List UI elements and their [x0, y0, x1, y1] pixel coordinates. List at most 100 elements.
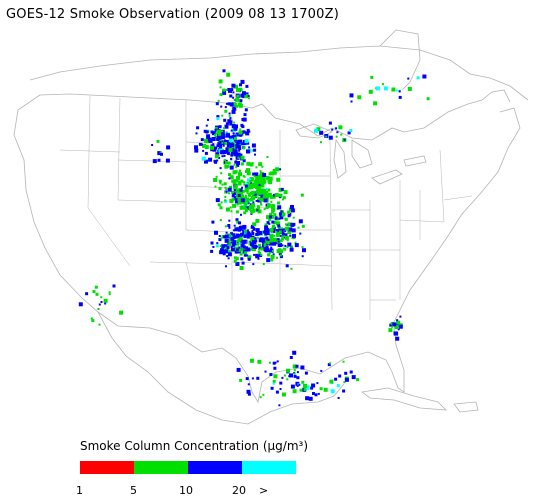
smoke-pixel-971 [219, 86, 222, 89]
smoke-pixel-339 [232, 180, 237, 185]
smoke-pixel-694 [227, 233, 232, 238]
smoke-pixel-281 [240, 194, 244, 199]
smoke-pixel-61 [222, 144, 225, 147]
smoke-pixel-451 [250, 211, 253, 214]
smoke-pixel-655 [240, 243, 245, 248]
smoke-pixel-981 [247, 95, 250, 98]
smoke-pixel-393 [242, 190, 245, 193]
smoke-pixel-304 [246, 191, 249, 194]
smoke-pixel-983 [242, 91, 246, 96]
smoke-pixel-867 [266, 238, 269, 241]
smoke-pixel-783 [276, 256, 279, 259]
smoke-pixel-507 [218, 187, 222, 190]
smoke-pixel-1141 [98, 303, 101, 306]
smoke-pixel-441 [219, 182, 222, 185]
smoke-pixel-708 [228, 226, 231, 229]
smoke-pixel-26 [228, 114, 231, 117]
smoke-pixel-789 [257, 230, 262, 235]
smoke-pixel-172 [239, 128, 242, 131]
smoke-pixel-1026 [310, 386, 314, 390]
smoke-pixel-733 [240, 225, 245, 230]
smoke-pixel-858 [280, 210, 283, 213]
smoke-pixel-1053 [344, 371, 348, 375]
smoke-pixel-442 [264, 194, 269, 199]
smoke-pixel-822 [284, 230, 287, 233]
smoke-pixel-522 [252, 204, 255, 206]
smoke-pixel-768 [239, 236, 243, 240]
smoke-pixel-979 [244, 108, 248, 112]
smoke-pixel-246 [236, 175, 240, 180]
smoke-pixel-617 [235, 257, 239, 261]
smoke-pixel-23 [232, 132, 235, 135]
smoke-pixel-203 [214, 160, 218, 164]
smoke-pixel-1027 [317, 392, 320, 395]
smoke-pixel-198 [230, 143, 235, 148]
smoke-pixel-833 [261, 241, 264, 244]
smoke-pixel-302 [273, 193, 276, 197]
smoke-pixel-797 [224, 238, 229, 243]
smoke-pixel-32 [236, 163, 240, 167]
smoke-pixel-523 [244, 184, 248, 188]
smoke-pixel-1103 [328, 121, 332, 125]
smoke-pixel-859 [287, 230, 292, 235]
page-title: GOES-12 Smoke Observation (2009 08 13 17… [6, 7, 339, 22]
smoke-pixel-820 [288, 212, 292, 216]
smoke-pixel-1118 [391, 87, 396, 92]
smoke-pixel-902 [271, 210, 275, 214]
smoke-pixel-317 [239, 169, 241, 172]
smoke-pixel-1139 [85, 292, 89, 296]
smoke-pixel-1124 [382, 83, 384, 86]
smoke-pixel-52 [205, 124, 208, 127]
smoke-pixel-44 [235, 132, 240, 137]
smoke-pixel-532 [269, 248, 274, 253]
smoke-pixel-973 [227, 102, 231, 106]
smoke-pixel-1163 [157, 158, 161, 162]
smoke-pixel-452 [235, 166, 238, 169]
smoke-pixel-143 [212, 143, 215, 146]
smoke-pixel-1112 [336, 131, 339, 134]
smoke-pixel-690 [258, 248, 261, 251]
smoke-pixel-1088 [396, 319, 399, 322]
smoke-pixel-978 [225, 89, 228, 91]
smoke-pixel-880 [290, 245, 294, 249]
smoke-pixel-856 [283, 235, 286, 238]
smoke-pixel-123 [204, 159, 208, 164]
smoke-pixel-753 [277, 226, 281, 229]
smoke-pixel-1033 [249, 358, 254, 363]
smoke-pixel-283 [221, 183, 224, 186]
smoke-pixel-191 [225, 151, 228, 154]
smoke-pixel-1005 [279, 381, 283, 385]
smoke-pixel-1070 [283, 374, 286, 377]
smoke-pixel-1009 [279, 388, 282, 390]
smoke-pixel-963 [239, 99, 243, 103]
smoke-pixel-221 [233, 152, 237, 156]
smoke-pixel-316 [250, 178, 254, 182]
smoke-pixel-891 [271, 220, 275, 224]
smoke-pixel-723 [257, 250, 260, 253]
smoke-pixel-84 [211, 137, 216, 141]
smoke-pixel-993 [323, 387, 328, 392]
smoke-pixel-1051 [330, 389, 335, 394]
smoke-pixel-1077 [305, 396, 310, 401]
smoke-pixel-948 [240, 79, 245, 84]
smoke-pixel-59 [200, 138, 204, 142]
lake-ontario [403, 155, 427, 167]
smoke-pixel-57 [246, 149, 250, 154]
smoke-pixel-467 [249, 180, 252, 183]
smoke-pixel-1013 [349, 370, 353, 374]
smoke-pixel-204 [241, 142, 245, 146]
smoke-pixel-149 [227, 153, 230, 156]
smoke-pixel-412 [265, 187, 268, 190]
smoke-pixel-700 [228, 243, 232, 247]
smoke-pixel-21 [246, 128, 250, 132]
smoke-pixel-477 [258, 184, 261, 187]
smoke-pixel-1156 [157, 151, 162, 156]
smoke-pixel-501 [246, 168, 251, 173]
smoke-pixel-774 [234, 227, 239, 232]
smoke-pixel-957 [229, 122, 233, 126]
smoke-pixel-103 [230, 158, 233, 161]
smoke-pixel-876 [290, 208, 295, 213]
smoke-pixel-1019 [268, 361, 271, 364]
smoke-pixel-552 [267, 253, 271, 257]
smoke-pixel-836 [256, 245, 259, 248]
